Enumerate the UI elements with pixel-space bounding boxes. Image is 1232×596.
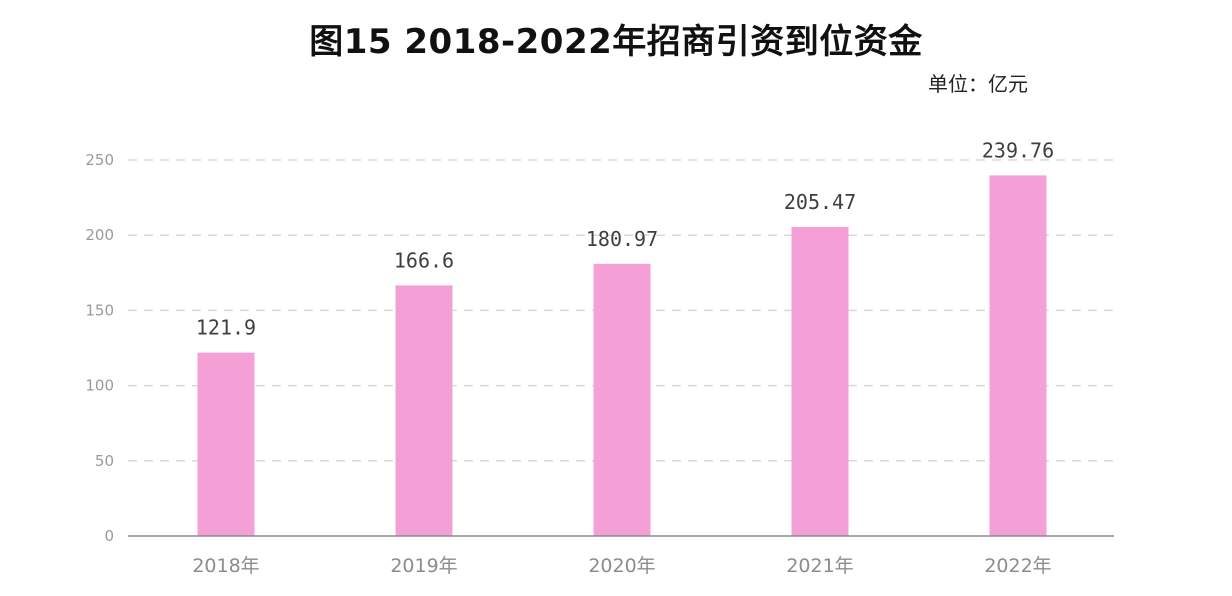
grid-lines [128,159,1114,462]
y-tick-label: 100 [85,377,114,395]
y-axis-ticks: 0 50 100 150 200 250 [85,151,114,545]
bar [395,285,453,536]
data-label: 180.97 [586,227,658,251]
y-tick-label: 50 [95,452,114,470]
unit-label: 单位：亿元 [928,72,1028,96]
x-axis-ticks: 2018年 2019年 2020年 2021年 2022年 [192,555,1051,577]
y-tick-label: 250 [85,151,114,169]
bar [989,175,1047,537]
x-tick-label: 2020年 [588,555,655,577]
data-label: 205.47 [784,190,856,214]
bar [593,263,651,536]
x-tick-label: 2021年 [786,555,853,577]
data-label: 121.9 [196,316,256,340]
data-label: 166.6 [394,248,454,272]
data-labels: 121.9 166.6 180.97 205.47 239.76 [196,138,1054,339]
x-tick-label: 2022年 [984,555,1051,577]
y-tick-label: 0 [104,527,114,545]
y-tick-label: 150 [85,301,114,319]
y-tick-label: 200 [85,226,114,244]
chart-title: 图15 2018-2022年招商引资到位资金 [309,22,923,62]
data-label: 239.76 [982,138,1054,162]
x-tick-label: 2018年 [192,555,259,577]
x-tick-label: 2019年 [390,555,457,577]
bar [791,226,849,536]
bar [197,352,255,536]
bars [197,175,1047,537]
